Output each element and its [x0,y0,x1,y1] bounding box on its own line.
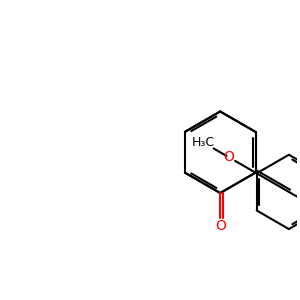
Text: H₃C: H₃C [192,136,215,149]
Text: O: O [215,219,226,233]
Text: O: O [224,150,234,164]
